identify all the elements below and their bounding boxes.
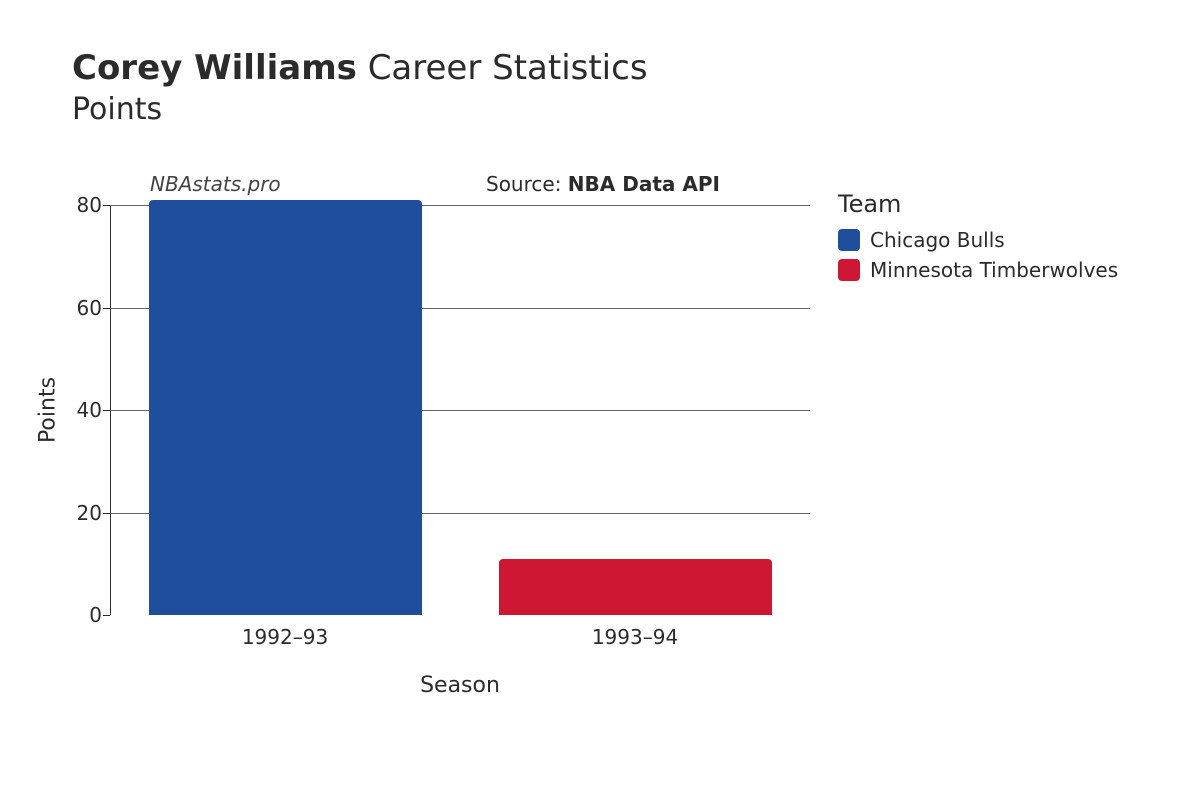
bar	[499, 559, 772, 615]
ytick-label: 60	[77, 296, 110, 320]
chart-title: Corey Williams Career Statistics	[72, 48, 648, 88]
legend-label: Minnesota Timberwolves	[870, 258, 1118, 282]
chart-subtitle: Points	[72, 92, 648, 127]
watermark: NBAstats.pro	[150, 172, 281, 196]
legend-label: Chicago Bulls	[870, 228, 1005, 252]
ytick-label: 80	[77, 193, 110, 217]
source-name: NBA Data API	[568, 172, 720, 196]
title-suffix: Career Statistics	[368, 48, 648, 88]
source-attribution: Source: NBA Data API	[486, 172, 720, 196]
xtick-label: 1992–93	[242, 615, 328, 649]
ytick-label: 0	[89, 603, 110, 627]
legend-title: Team	[838, 190, 1118, 218]
x-axis-label: Season	[420, 673, 500, 698]
legend-swatch	[838, 259, 860, 281]
xtick-label: 1993–94	[592, 615, 678, 649]
legend-swatch	[838, 229, 860, 251]
y-axis-label: Points	[36, 377, 61, 443]
legend-item: Chicago Bulls	[838, 228, 1118, 252]
ytick-label: 40	[77, 398, 110, 422]
legend-item: Minnesota Timberwolves	[838, 258, 1118, 282]
legend: Team Chicago Bulls Minnesota Timberwolves	[838, 190, 1118, 288]
source-prefix: Source:	[486, 172, 561, 196]
player-name: Corey Williams	[72, 48, 357, 88]
bar	[149, 200, 422, 615]
chart-plot-area: 0204060801992–931993–94	[110, 205, 810, 615]
ytick-label: 20	[77, 501, 110, 525]
